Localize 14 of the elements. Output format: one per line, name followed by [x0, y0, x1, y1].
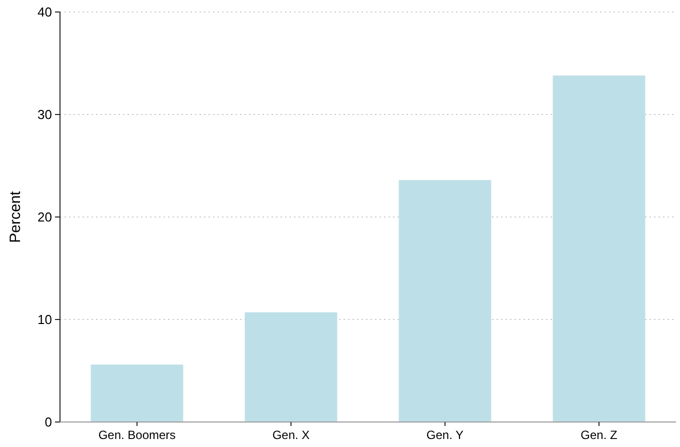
x-tick-label: Gen. X [272, 428, 310, 442]
y-axis-title: Percent [7, 190, 24, 243]
y-tick-label: 0 [44, 414, 52, 430]
x-tick-label: Gen. Z [580, 428, 618, 442]
bar [244, 312, 338, 422]
y-tick-label: 40 [38, 4, 52, 20]
y-tick-label: 10 [38, 312, 52, 328]
y-tick-label: 20 [38, 210, 52, 225]
bar [552, 76, 646, 422]
bar [90, 364, 184, 422]
x-tick-label: Gen. Boomers [98, 428, 176, 442]
x-tick-label: Gen. Y [426, 428, 464, 442]
y-tick-label: 30 [38, 107, 52, 122]
bar [398, 180, 492, 422]
